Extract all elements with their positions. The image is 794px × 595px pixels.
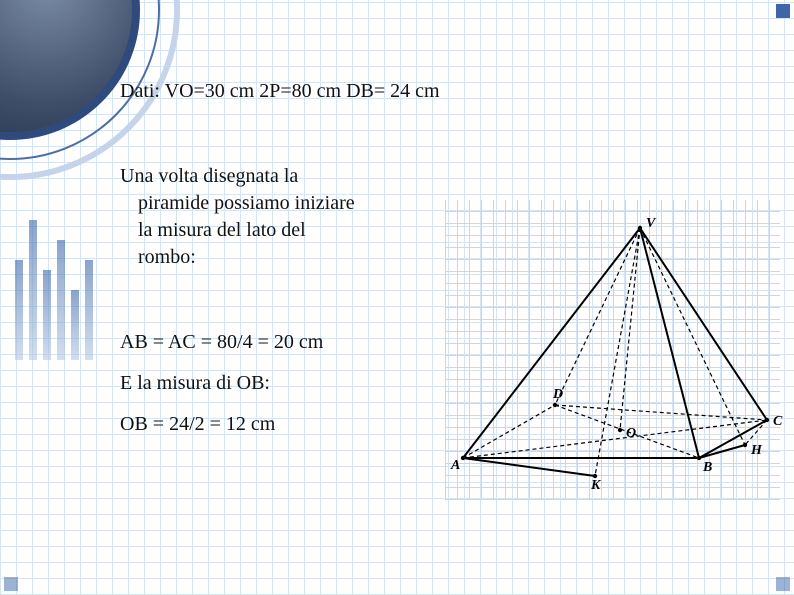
point-label-C: C <box>773 414 782 430</box>
point-label-A: A <box>451 458 460 474</box>
point-label-O: O <box>626 426 636 442</box>
corner-decor-tr <box>776 4 790 18</box>
point-label-V: V <box>646 216 655 232</box>
equation-ab: AB = AC = 80/4 = 20 cm <box>120 331 440 354</box>
para-line-2: piramide possiamo iniziare <box>120 190 440 217</box>
point-label-D: D <box>553 387 563 403</box>
para-line-4: rombo: <box>120 244 440 271</box>
pyramid-svg <box>445 200 780 500</box>
given-data-line: Dati: VO=30 cm 2P=80 cm DB= 24 cm <box>120 80 440 103</box>
equation-ob: OB = 24/2 = 12 cm <box>120 413 440 436</box>
description-paragraph: Una volta disegnata la piramide possiamo… <box>120 163 440 271</box>
equation-ob-label: E la misura di OB: <box>120 372 440 395</box>
point-label-H: H <box>751 443 762 459</box>
pyramid-diagram: V A B C D O K H <box>445 200 780 500</box>
point-label-K: K <box>591 478 600 494</box>
point-label-B: B <box>703 460 712 476</box>
text-content: Dati: VO=30 cm 2P=80 cm DB= 24 cm Una vo… <box>120 80 440 454</box>
para-line-1: Una volta disegnata la <box>120 163 440 190</box>
vertical-bars-decoration <box>15 220 93 360</box>
para-line-3: la misura del lato del <box>120 217 440 244</box>
corner-decor-br <box>776 577 790 591</box>
corner-decor-bl <box>4 577 18 591</box>
